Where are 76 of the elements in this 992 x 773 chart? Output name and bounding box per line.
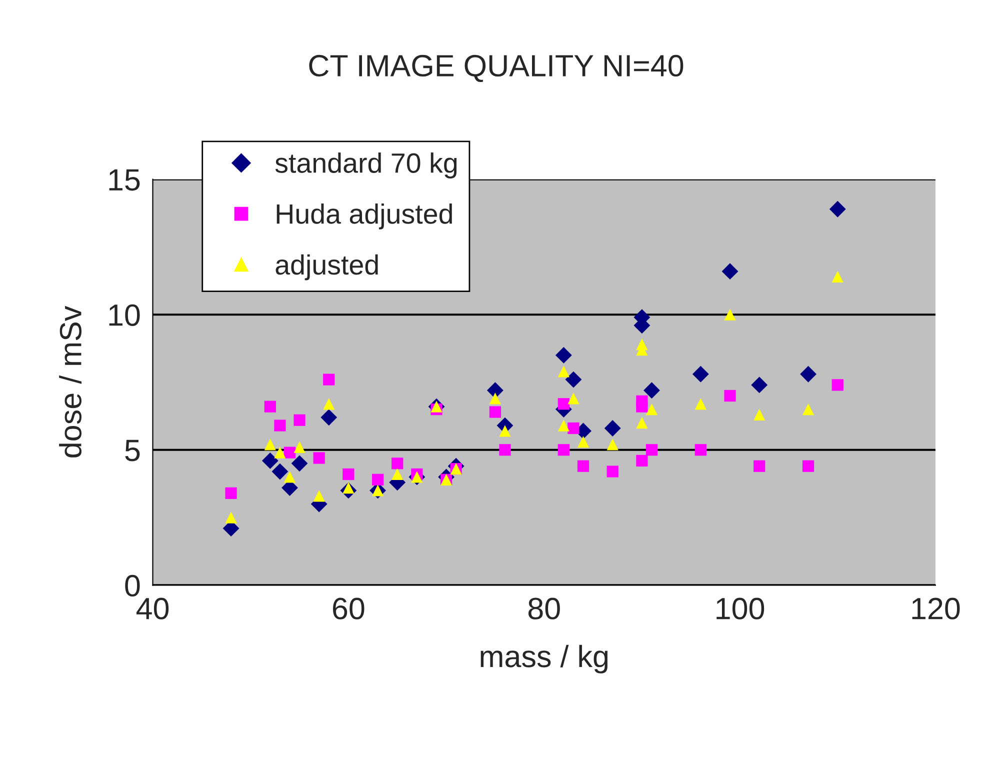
legend-label: standard 70 kg <box>275 152 457 178</box>
y-tick-label: 5 <box>125 440 140 462</box>
point <box>646 444 658 456</box>
chart-title: CT IMAGE QUALITY NI=40 <box>309 54 684 82</box>
point <box>342 468 354 480</box>
point <box>313 452 325 464</box>
point <box>294 414 306 426</box>
point <box>558 398 570 410</box>
point <box>489 392 502 404</box>
legend-label: Huda adjusted <box>276 203 452 230</box>
point <box>499 425 511 437</box>
point <box>323 398 335 410</box>
point <box>646 403 658 416</box>
point <box>499 444 511 456</box>
point <box>832 379 844 391</box>
point <box>284 446 296 458</box>
point <box>392 468 404 480</box>
point <box>636 400 648 412</box>
point <box>558 444 570 456</box>
point <box>568 392 580 404</box>
point <box>802 403 814 416</box>
point <box>225 487 237 499</box>
point <box>264 400 276 412</box>
point <box>555 346 572 364</box>
point <box>392 458 404 470</box>
point <box>754 460 766 472</box>
point <box>577 436 590 448</box>
point <box>644 382 660 399</box>
point <box>694 444 706 456</box>
x-axis-title: mass / kg <box>480 644 608 674</box>
point <box>489 406 502 418</box>
y-axis-title: dose / mSv <box>59 306 82 458</box>
point <box>262 452 278 469</box>
x-tick-label: 120 <box>912 598 960 620</box>
y-tick-label: 15 <box>109 169 140 191</box>
point <box>722 263 738 280</box>
point <box>291 455 308 472</box>
point <box>577 460 590 472</box>
point <box>568 422 580 434</box>
point <box>692 366 709 382</box>
x-tick-label: 80 <box>528 598 560 620</box>
point <box>372 474 384 486</box>
point <box>284 471 296 483</box>
point <box>724 390 736 402</box>
point <box>636 454 648 467</box>
point <box>323 374 335 386</box>
point <box>313 490 325 502</box>
point <box>486 382 504 399</box>
y-tick-label: 0 <box>125 574 140 597</box>
point <box>636 417 648 429</box>
point <box>751 376 768 394</box>
point <box>829 200 846 218</box>
x-tick-label: 40 <box>136 598 169 620</box>
point <box>294 441 306 453</box>
x-tick-label: 100 <box>716 598 764 620</box>
point <box>558 366 570 378</box>
y-tick-label: 10 <box>109 304 140 326</box>
legend-label: adjusted <box>276 254 378 280</box>
point <box>264 438 276 450</box>
point <box>274 420 286 432</box>
point <box>565 371 582 388</box>
point <box>606 466 618 478</box>
point <box>225 512 237 524</box>
point <box>274 446 286 458</box>
point <box>272 463 288 480</box>
point <box>604 420 621 436</box>
x-tick-label: 60 <box>333 598 364 620</box>
point <box>606 438 618 450</box>
point <box>694 398 706 410</box>
point <box>320 409 338 426</box>
point <box>724 308 736 320</box>
point <box>802 460 814 472</box>
point <box>832 270 844 283</box>
point <box>558 420 570 432</box>
point <box>800 366 816 382</box>
point <box>754 408 766 421</box>
